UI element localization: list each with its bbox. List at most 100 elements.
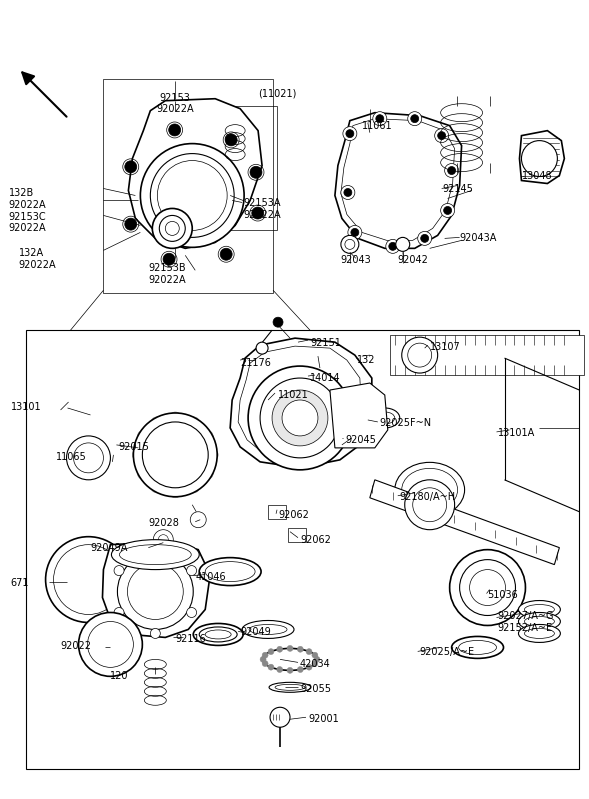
Circle shape: [314, 657, 320, 662]
Circle shape: [346, 129, 354, 137]
Circle shape: [150, 629, 160, 638]
Text: 132A
92022A: 132A 92022A: [19, 248, 57, 270]
Text: 92027/A~G
92152/A~E: 92027/A~G 92152/A~E: [498, 611, 554, 633]
Text: 92153A
92022A: 92153A 92022A: [243, 198, 281, 220]
Text: 11061: 11061: [362, 121, 392, 131]
Circle shape: [297, 646, 303, 652]
Polygon shape: [330, 383, 388, 448]
Text: 92025F~N: 92025F~N: [380, 418, 432, 428]
Circle shape: [345, 240, 355, 249]
Ellipse shape: [518, 625, 560, 642]
Text: 13101A: 13101A: [498, 428, 535, 438]
Circle shape: [260, 657, 266, 662]
Bar: [26, 330, 580, 769]
Text: 13107: 13107: [430, 342, 461, 352]
Circle shape: [268, 649, 274, 654]
Text: 92062: 92062: [278, 510, 309, 519]
Text: 51036: 51036: [488, 590, 518, 599]
Text: 92151: 92151: [310, 338, 341, 348]
Circle shape: [187, 607, 197, 618]
Circle shape: [341, 185, 355, 200]
Circle shape: [411, 115, 419, 123]
Circle shape: [435, 129, 449, 142]
Circle shape: [169, 486, 181, 498]
Circle shape: [396, 237, 410, 252]
Circle shape: [150, 545, 160, 555]
Circle shape: [190, 511, 206, 527]
Circle shape: [272, 390, 328, 446]
Circle shape: [287, 667, 293, 674]
Text: 92049: 92049: [240, 627, 271, 638]
Circle shape: [188, 417, 200, 429]
Circle shape: [151, 417, 163, 429]
Circle shape: [341, 236, 359, 253]
Bar: [390, 335, 584, 375]
Circle shape: [287, 646, 293, 651]
Circle shape: [153, 209, 192, 248]
Circle shape: [282, 400, 318, 436]
Ellipse shape: [263, 649, 317, 670]
Polygon shape: [341, 119, 455, 240]
Text: 92001: 92001: [308, 714, 339, 724]
Ellipse shape: [111, 539, 199, 570]
Text: 13048: 13048: [521, 170, 552, 181]
Circle shape: [469, 570, 505, 606]
Text: 92153
92022A: 92153 92022A: [157, 93, 194, 114]
Text: 92015: 92015: [118, 442, 149, 452]
Text: 92180/A~H: 92180/A~H: [400, 491, 456, 502]
Circle shape: [521, 141, 557, 177]
Ellipse shape: [452, 637, 504, 658]
Circle shape: [270, 707, 290, 727]
Ellipse shape: [370, 408, 400, 428]
Circle shape: [402, 337, 438, 373]
Bar: [163, 105, 277, 230]
Circle shape: [256, 342, 268, 354]
Circle shape: [449, 550, 525, 626]
Polygon shape: [519, 130, 564, 184]
Circle shape: [418, 232, 432, 245]
Circle shape: [125, 161, 137, 173]
Circle shape: [405, 480, 455, 530]
Text: 132B
92022A
92153C
92022A: 132B 92022A 92153C 92022A: [9, 189, 47, 233]
Circle shape: [445, 164, 459, 177]
Text: 132: 132: [357, 355, 375, 365]
Circle shape: [187, 566, 197, 575]
Circle shape: [389, 242, 397, 250]
Circle shape: [133, 449, 144, 461]
Circle shape: [252, 207, 264, 219]
Circle shape: [273, 317, 283, 327]
Circle shape: [114, 566, 124, 575]
Bar: [104, 79, 273, 293]
Bar: [268, 505, 286, 519]
Polygon shape: [128, 99, 262, 248]
Circle shape: [408, 112, 422, 125]
Circle shape: [78, 613, 143, 676]
Text: 92116: 92116: [176, 634, 206, 645]
Circle shape: [312, 661, 318, 666]
Circle shape: [376, 115, 384, 123]
Circle shape: [201, 431, 213, 443]
Circle shape: [438, 132, 446, 140]
Circle shape: [262, 652, 268, 658]
Circle shape: [348, 225, 362, 240]
Text: 120: 120: [110, 671, 129, 682]
Circle shape: [188, 481, 200, 493]
Circle shape: [448, 166, 456, 174]
Circle shape: [137, 431, 149, 443]
Circle shape: [140, 144, 244, 248]
Text: 92062: 92062: [300, 535, 331, 545]
Text: 92055: 92055: [300, 684, 331, 694]
Bar: [288, 527, 306, 542]
Ellipse shape: [193, 623, 243, 646]
Text: 92028: 92028: [148, 518, 179, 527]
Circle shape: [225, 134, 237, 146]
Circle shape: [250, 166, 262, 178]
Circle shape: [133, 413, 217, 497]
Text: 41046: 41046: [195, 571, 226, 582]
Bar: [313, 368, 328, 390]
Circle shape: [421, 234, 429, 242]
Text: 42034: 42034: [300, 659, 331, 670]
Ellipse shape: [395, 463, 465, 517]
Polygon shape: [230, 338, 372, 468]
Text: 92045: 92045: [345, 435, 376, 445]
